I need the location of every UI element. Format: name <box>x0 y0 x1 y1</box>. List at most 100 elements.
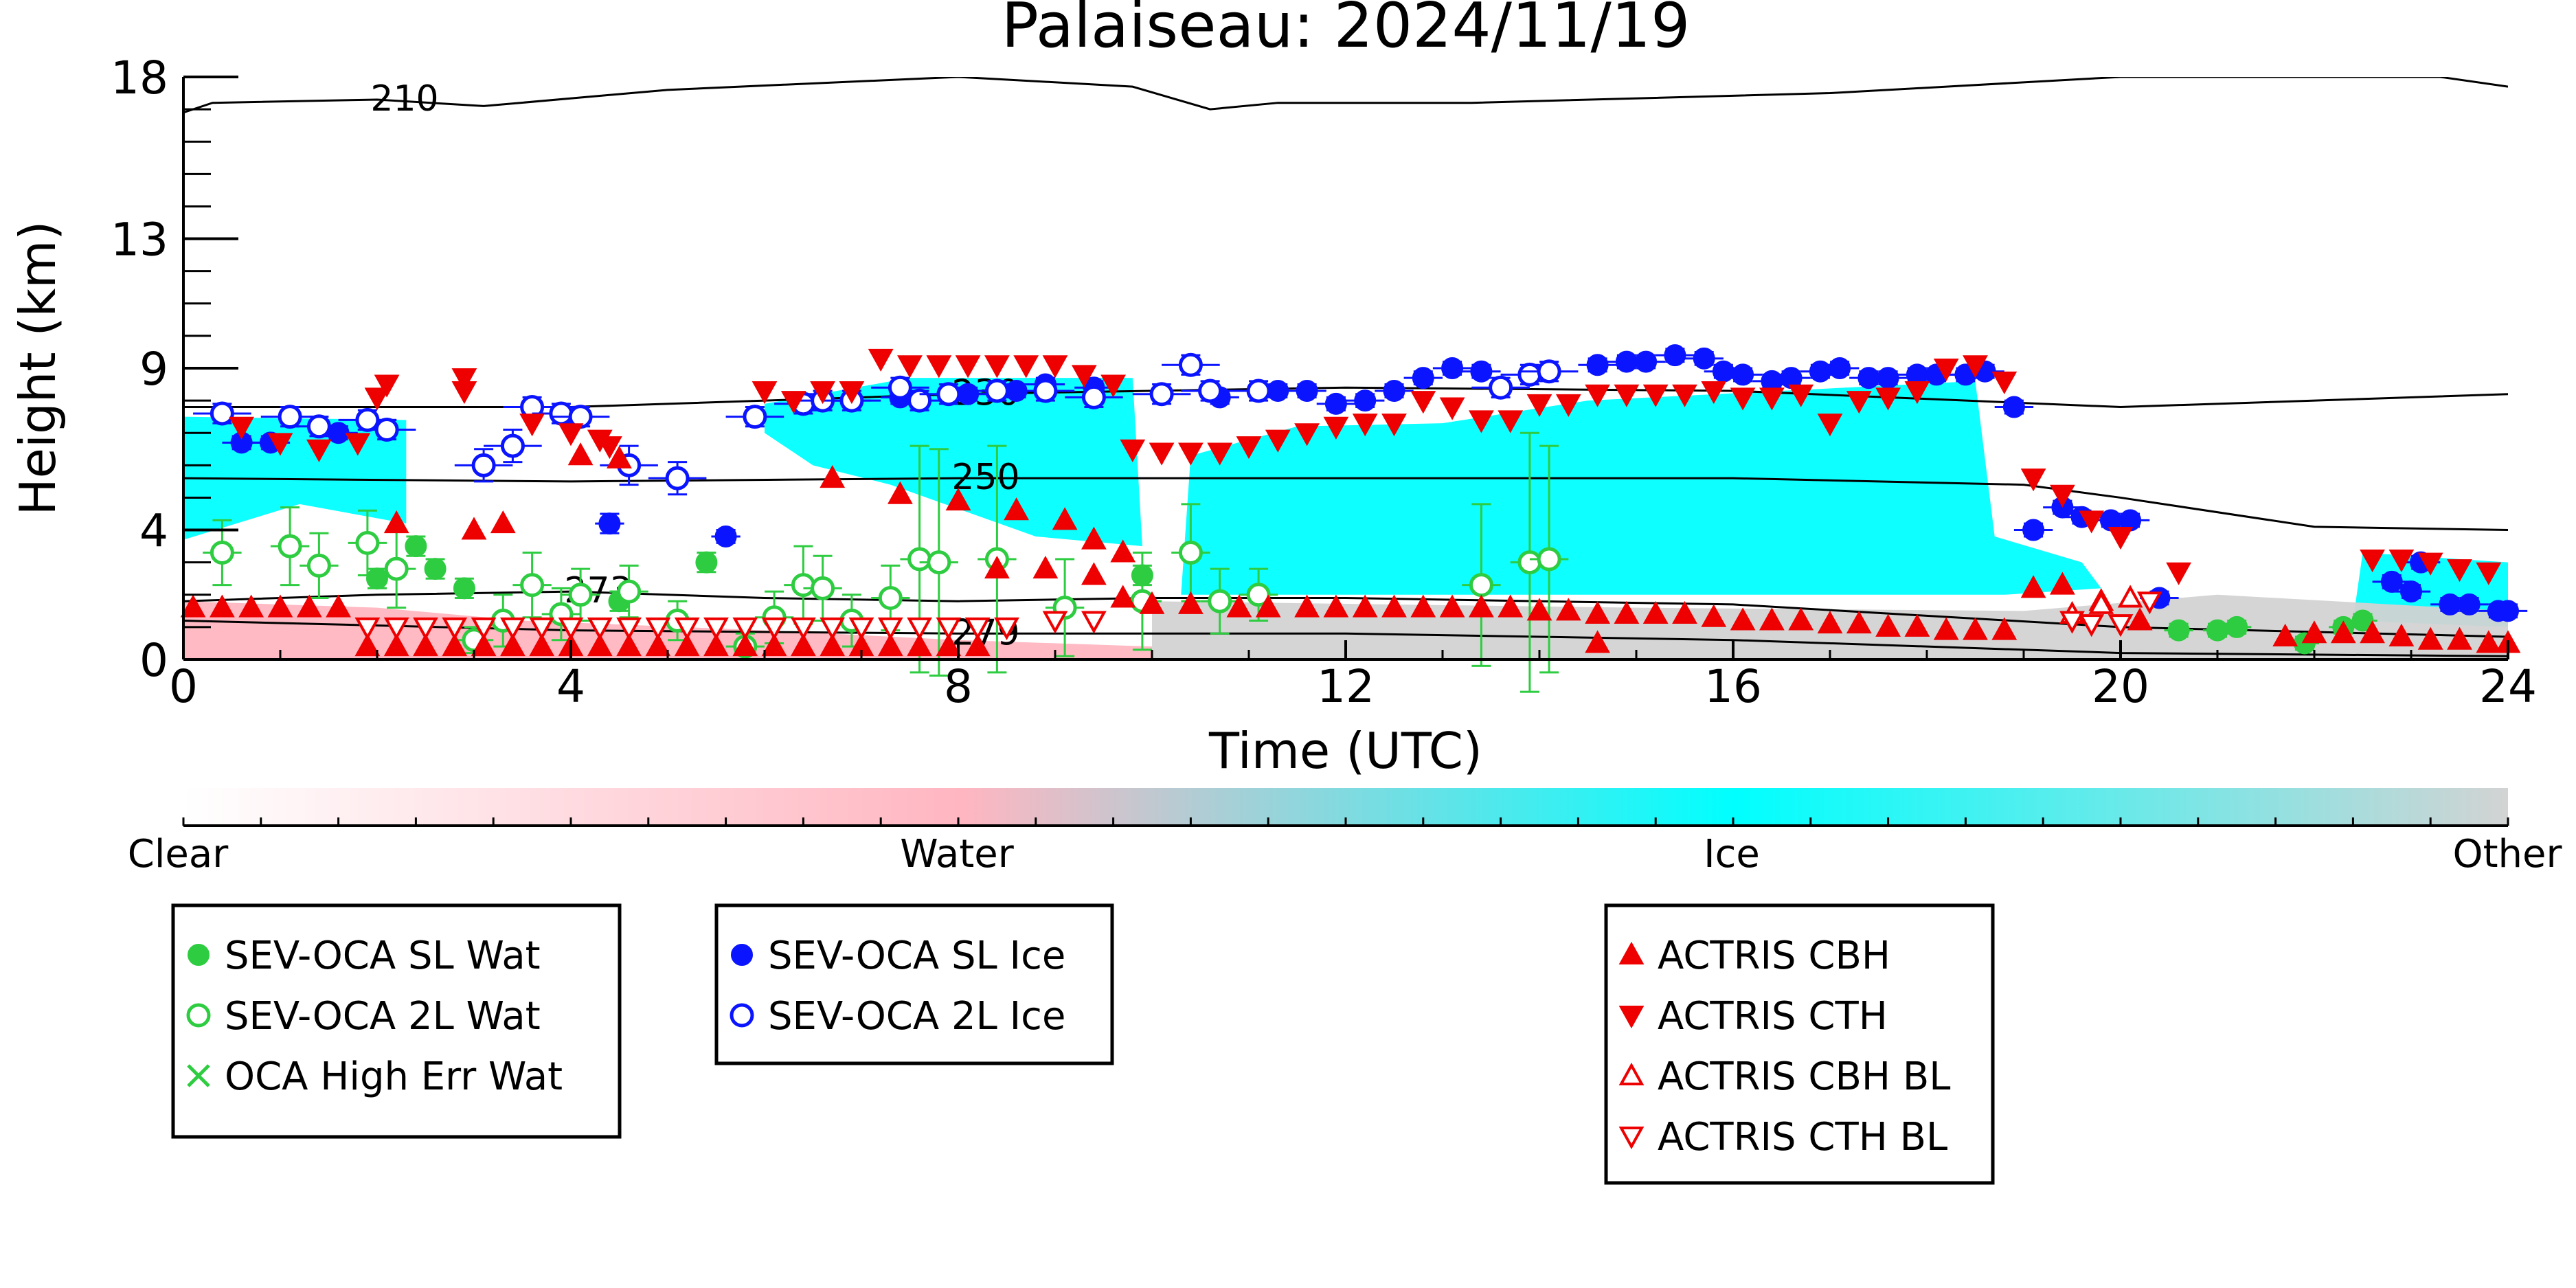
phase-colorbar: Clear Water Ice Other <box>128 788 2562 877</box>
data-point <box>1642 600 1669 624</box>
data-point <box>617 579 642 604</box>
data-point <box>1033 379 1058 403</box>
data-point <box>413 617 438 641</box>
data-point <box>2136 591 2162 615</box>
data-point <box>820 617 846 641</box>
data-point <box>453 577 475 600</box>
data-point <box>1904 613 1930 637</box>
legend-frame <box>714 903 1114 1065</box>
data-point <box>405 535 427 558</box>
data-point <box>500 433 525 458</box>
legend-item: SEV-OCA SL Ice <box>731 934 1065 978</box>
data-point <box>355 530 380 555</box>
data-point <box>1352 594 1378 618</box>
data-point <box>384 556 409 581</box>
y-axis-label: Height (km) <box>9 221 67 516</box>
data-point <box>1323 416 1349 440</box>
data-point <box>1236 436 1262 460</box>
data-point <box>210 541 234 565</box>
data-point <box>2108 526 2134 550</box>
data-point <box>1759 607 1785 631</box>
legend-item: ACTRIS CTH <box>1618 994 1888 1039</box>
data-point <box>567 442 594 466</box>
data-point <box>2458 593 2481 615</box>
data-point <box>1208 589 1232 613</box>
data-point <box>278 405 302 429</box>
data-point <box>1178 591 1204 614</box>
data-point <box>1585 384 1610 407</box>
data-point <box>1265 429 1291 453</box>
data-point <box>1198 379 1223 403</box>
x-tick-label: 24 <box>2479 660 2537 713</box>
y-tick-label: 0 <box>139 634 168 687</box>
data-point <box>471 453 496 477</box>
y-tick-label: 9 <box>139 343 168 396</box>
data-point <box>926 355 952 379</box>
data-point <box>326 594 351 618</box>
data-point <box>1991 617 2018 640</box>
data-point <box>888 375 912 400</box>
data-point <box>364 387 390 411</box>
data-point <box>1693 347 1715 370</box>
data-point <box>1875 613 1901 637</box>
data-point <box>229 416 254 440</box>
data-point <box>907 633 932 657</box>
contour-210 <box>183 77 2508 114</box>
data-point <box>2020 468 2046 492</box>
legend-marker <box>1618 1062 1645 1085</box>
data-point <box>2079 510 2105 534</box>
data-point <box>471 633 497 657</box>
data-point <box>2226 615 2248 638</box>
data-point <box>529 617 555 641</box>
data-point <box>1110 539 1136 563</box>
data-point <box>306 553 331 578</box>
data-point <box>848 617 874 641</box>
data-point <box>2059 611 2085 634</box>
data-point <box>1701 604 1727 627</box>
data-point <box>1517 550 1542 575</box>
data-point <box>2079 614 2105 637</box>
data-point <box>1846 611 1872 634</box>
data-point <box>703 633 729 657</box>
data-point <box>780 391 806 414</box>
data-point <box>519 414 545 437</box>
contour-label-250: 250 <box>951 457 1019 498</box>
data-point <box>2497 600 2519 622</box>
data-point <box>964 633 991 657</box>
legend-label: SEV-OCA 2L Wat <box>225 994 541 1039</box>
data-point <box>2167 619 2190 642</box>
data-point <box>2360 620 2385 644</box>
colorbar-ticks <box>182 817 2509 826</box>
data-point <box>888 481 913 504</box>
data-point <box>714 525 737 547</box>
legend-item: OCA High Err Wat <box>187 1054 563 1099</box>
data-point <box>1526 394 1552 417</box>
legend-marker <box>1618 941 1645 964</box>
data-point <box>955 355 981 379</box>
data-point <box>306 439 332 462</box>
data-point <box>2108 614 2134 637</box>
data-point <box>1071 365 1097 388</box>
data-point <box>2388 549 2415 573</box>
data-point <box>1730 387 1756 411</box>
y-tick-label: 18 <box>111 52 168 104</box>
legend-label: SEV-OCA SL Ice <box>768 934 1065 978</box>
data-point <box>2022 519 2045 541</box>
data-point <box>2020 575 2046 598</box>
data-point <box>868 348 894 372</box>
data-point <box>936 382 961 407</box>
data-point <box>568 583 593 607</box>
data-point <box>1817 414 1843 437</box>
data-point <box>1586 354 1609 376</box>
data-point <box>296 594 322 618</box>
data-point <box>1664 344 1686 367</box>
data-point <box>897 355 923 379</box>
data-point <box>1120 439 1146 462</box>
data-point <box>1352 414 1378 437</box>
colorbar-label-other: Other <box>2452 832 2562 877</box>
data-point <box>1555 394 1581 417</box>
data-point <box>1829 357 1851 379</box>
data-point <box>1759 387 1785 411</box>
data-point <box>1963 617 1988 640</box>
